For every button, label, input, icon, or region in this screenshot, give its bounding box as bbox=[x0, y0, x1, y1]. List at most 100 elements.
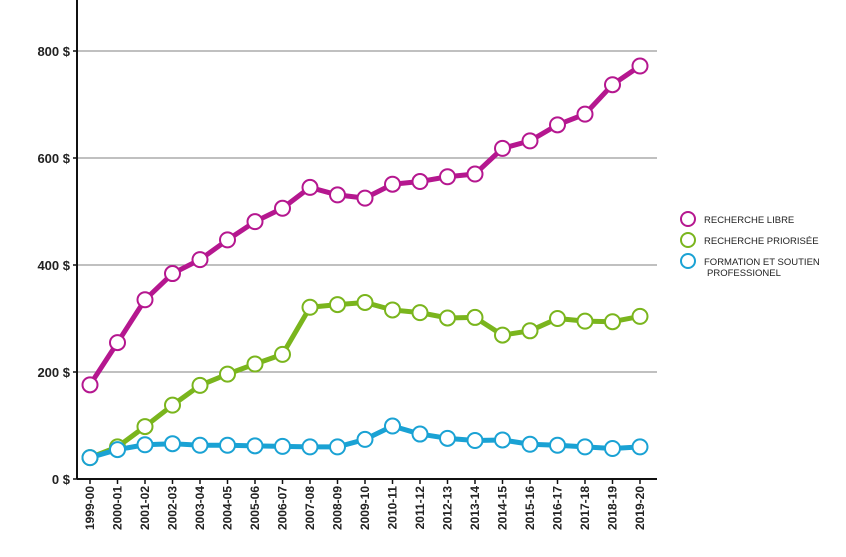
data-point bbox=[274, 437, 291, 455]
axes bbox=[76, 0, 657, 480]
y-tick-label: 400 $ bbox=[37, 258, 70, 273]
y-tick-label: 200 $ bbox=[37, 365, 70, 380]
y-tick-label: 600 $ bbox=[37, 151, 70, 166]
data-point bbox=[494, 139, 511, 157]
data-point bbox=[439, 309, 456, 327]
series-line bbox=[87, 63, 643, 388]
data-point bbox=[549, 116, 566, 134]
x-tick-label: 2001-02 bbox=[138, 486, 152, 530]
x-tick-label: 2017-18 bbox=[578, 486, 592, 530]
data-point bbox=[81, 449, 99, 467]
data-point bbox=[219, 365, 236, 383]
data-point bbox=[549, 310, 566, 327]
legend-label-line: RECHERCHE LIBRE bbox=[704, 215, 794, 226]
data-point bbox=[604, 76, 621, 94]
series-3 bbox=[81, 417, 649, 467]
data-point bbox=[329, 186, 346, 204]
data-point bbox=[411, 173, 429, 191]
data-point bbox=[466, 165, 484, 183]
legend-label-line: FORMATION ET SOUTIEN bbox=[704, 257, 820, 268]
x-tick-label: 2013-14 bbox=[468, 486, 482, 530]
data-point bbox=[164, 265, 181, 283]
series-1 bbox=[81, 57, 649, 394]
data-point bbox=[384, 301, 401, 319]
data-point bbox=[219, 231, 236, 249]
data-point bbox=[301, 178, 319, 196]
data-point bbox=[246, 437, 264, 455]
data-point bbox=[164, 396, 181, 414]
x-tick-label: 2019-20 bbox=[633, 486, 647, 530]
data-point bbox=[384, 175, 401, 193]
data-point bbox=[219, 436, 236, 454]
data-point bbox=[246, 355, 264, 373]
series-group bbox=[81, 57, 649, 467]
legend-label: RECHERCHE LIBRE bbox=[704, 215, 794, 226]
data-point bbox=[521, 132, 539, 150]
data-point bbox=[164, 435, 181, 453]
data-point bbox=[301, 438, 319, 456]
x-tick-label: 2007-08 bbox=[303, 486, 317, 530]
x-tick-label: 2010-11 bbox=[386, 486, 400, 530]
x-tick-labels: 1999-00 2000-01 2001-02 2002-03 2003-04 2004-… bbox=[83, 479, 647, 530]
legend: RECHERCHE LIBRE RECHERCHE PRIORISÉE FORMAT… bbox=[680, 211, 820, 279]
x-tick-label: 2002-03 bbox=[166, 486, 180, 530]
data-point bbox=[81, 376, 99, 394]
data-point bbox=[136, 418, 154, 436]
legend-marker bbox=[680, 211, 696, 227]
y-tick-label: 0 $ bbox=[52, 472, 71, 487]
data-point bbox=[329, 296, 346, 314]
data-point bbox=[274, 199, 291, 217]
data-point bbox=[136, 291, 154, 309]
x-tick-label: 2018-19 bbox=[606, 486, 620, 530]
legend-marker bbox=[680, 253, 696, 269]
data-point bbox=[411, 304, 429, 322]
data-point bbox=[604, 313, 621, 331]
x-tick-label: 2011-12 bbox=[413, 486, 427, 530]
x-tick-label: 2004-05 bbox=[221, 486, 235, 530]
data-point bbox=[576, 438, 594, 456]
data-point bbox=[301, 298, 319, 316]
data-point bbox=[576, 312, 594, 330]
x-tick-label: 2000-01 bbox=[111, 486, 125, 530]
data-point bbox=[274, 345, 291, 363]
legend-label-line: RECHERCHE PRIORISÉE bbox=[704, 236, 819, 247]
x-tick-label: 2005-06 bbox=[248, 486, 262, 530]
data-point bbox=[439, 429, 456, 447]
legend-marker bbox=[680, 232, 696, 248]
x-tick-label: 1999-00 bbox=[83, 486, 97, 530]
data-point bbox=[356, 430, 374, 448]
data-point bbox=[576, 105, 594, 123]
x-tick-label: 2014-15 bbox=[496, 486, 510, 530]
data-point bbox=[604, 440, 621, 458]
data-point bbox=[521, 435, 539, 453]
x-tick-label: 2012-13 bbox=[441, 486, 455, 530]
legend-label: FORMATION ET SOUTIEN PROFESSIONEL bbox=[704, 257, 820, 279]
data-point bbox=[439, 168, 456, 186]
legend-label-line: PROFESSIONEL bbox=[707, 268, 781, 279]
legend-label: RECHERCHE PRIORISÉE bbox=[704, 236, 819, 247]
data-point bbox=[631, 57, 649, 75]
data-point bbox=[356, 293, 374, 311]
data-point bbox=[329, 438, 346, 456]
data-point bbox=[384, 417, 401, 435]
data-point bbox=[191, 251, 209, 269]
data-point bbox=[466, 308, 484, 326]
x-tick-label: 2003-04 bbox=[193, 486, 207, 530]
data-point bbox=[191, 376, 209, 394]
data-point bbox=[631, 307, 649, 325]
x-tick-label: 2008-09 bbox=[331, 486, 345, 530]
data-point bbox=[494, 431, 511, 449]
data-point bbox=[136, 436, 154, 454]
data-point bbox=[631, 438, 649, 456]
x-tick-label: 2006-07 bbox=[276, 486, 290, 530]
data-point bbox=[549, 436, 566, 454]
data-point bbox=[521, 322, 539, 340]
grid-lines bbox=[77, 50, 657, 373]
x-tick-label: 2016-17 bbox=[551, 486, 565, 530]
data-point bbox=[109, 334, 126, 352]
data-point bbox=[494, 326, 511, 344]
data-point bbox=[466, 431, 484, 449]
x-tick-label: 2015-16 bbox=[523, 486, 537, 530]
